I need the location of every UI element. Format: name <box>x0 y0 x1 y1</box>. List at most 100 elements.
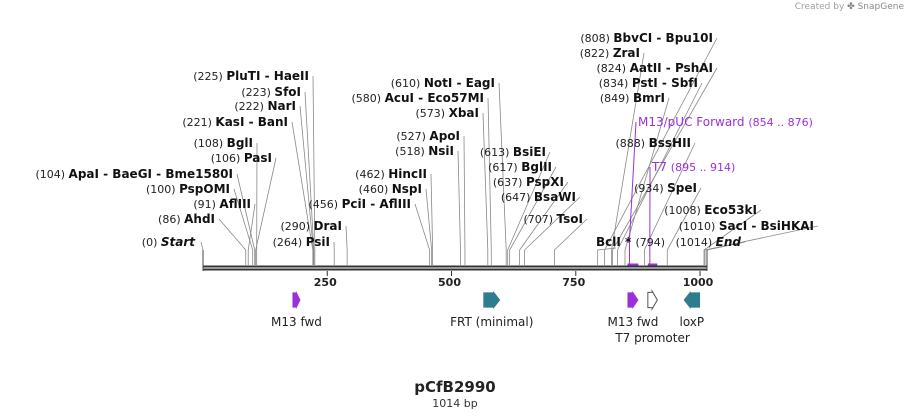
site-position: (822) <box>580 47 613 60</box>
site-leader-line <box>507 151 551 265</box>
restriction-site-label[interactable]: (91) AflIII <box>193 197 251 211</box>
dna-backbone <box>202 250 708 271</box>
restriction-site-label[interactable]: (456) PciI - AflIII <box>309 197 411 211</box>
site-leader-line <box>299 105 314 265</box>
site-leader-line <box>624 97 670 265</box>
site-enzyme-name: BclI <box>596 235 621 249</box>
restriction-site-label[interactable]: (108) BglI <box>194 136 253 150</box>
restriction-site-label[interactable]: (573) XbaI <box>416 106 479 120</box>
site-enzyme-name: AflIII <box>219 197 251 211</box>
restriction-site-label[interactable]: (100) PspOMI <box>146 182 230 196</box>
site-leader-line <box>482 112 489 265</box>
restriction-site-label[interactable]: (225) PluTI - HaeII <box>193 69 309 83</box>
primer-feature-arrow[interactable] <box>292 291 301 309</box>
site-leader-line <box>498 82 507 265</box>
restriction-site-label[interactable]: (223) SfoI <box>241 85 301 99</box>
feature-feature-arrow[interactable] <box>683 291 701 309</box>
restriction-site-label[interactable]: (707) TsoI <box>523 212 583 226</box>
primer-feature-arrow[interactable] <box>627 291 639 309</box>
restriction-site-label[interactable]: (290) DraI <box>280 219 342 233</box>
site-position: (647) <box>501 191 534 204</box>
site-enzyme-name: SpeI <box>667 181 697 195</box>
snapgene-logo-icon: ✤ <box>847 2 855 12</box>
restriction-site-label[interactable]: (610) NotI - EagI <box>391 76 495 90</box>
credit-prefix: Created by <box>794 2 845 12</box>
restriction-site-label[interactable]: (824) AatII - PshAI <box>597 61 714 75</box>
site-leader-line <box>312 75 316 265</box>
primer-leader-line <box>628 121 637 264</box>
restriction-site-label[interactable]: (637) PspXI <box>493 175 564 189</box>
restriction-site-label[interactable]: (527) ApoI <box>396 129 460 143</box>
site-enzyme-name: XbaI <box>449 106 479 120</box>
restriction-site-label[interactable]: (617) BglII <box>488 160 552 174</box>
restriction-site-label[interactable]: (222) NarI <box>234 99 296 113</box>
primer-name: T7 <box>651 160 671 174</box>
promoter-feature-arrow[interactable] <box>647 289 658 311</box>
site-leader-line <box>291 121 314 265</box>
site-leader-line <box>304 91 315 265</box>
restriction-site-label[interactable]: (1008) Eco53kI <box>664 203 757 217</box>
site-enzyme-name: NarI <box>267 99 296 113</box>
site-position: (934) <box>634 182 667 195</box>
site-position: (108) <box>194 137 227 150</box>
restriction-site-label[interactable]: (647) BsaWI <box>501 190 576 204</box>
site-position: (223) <box>241 86 274 99</box>
restriction-site-label[interactable]: (822) ZraI <box>580 46 640 60</box>
site-leader-line <box>519 181 569 265</box>
site-position: (104) <box>35 168 68 181</box>
restriction-site-label[interactable]: (613) BsiEI <box>480 145 546 159</box>
site-enzyme-name: PstI - SbfI <box>632 76 698 90</box>
restriction-site-label[interactable]: (518) NsiI <box>395 144 454 158</box>
site-leader-line <box>345 225 348 265</box>
restriction-site-label[interactable]: (580) AcuI - Eco57MI <box>352 91 484 105</box>
site-enzyme-name: NspI <box>392 182 422 196</box>
restriction-site-label[interactable]: (888) BssHII <box>616 136 691 150</box>
primer-site-label[interactable]: T7 (895 .. 914) <box>651 160 735 174</box>
site-leader-line <box>643 142 696 265</box>
restriction-site-label[interactable]: (1014) End <box>676 235 742 249</box>
feature-feature-arrow[interactable] <box>483 291 501 309</box>
site-enzyme-name: ApoI <box>429 129 460 143</box>
site-enzyme-name: Start <box>161 235 196 249</box>
site-enzyme-name: BglI <box>227 136 253 150</box>
site-enzyme-name: BssHII <box>649 136 691 150</box>
restriction-site-label[interactable]: (849) BmrI <box>600 91 665 105</box>
restriction-site-label[interactable]: (86) AhdI <box>158 212 215 226</box>
site-leader-line <box>704 225 819 265</box>
site-position: (808) <box>580 32 613 45</box>
site-position: (225) <box>193 70 226 83</box>
restriction-site-label[interactable]: (0) Start <box>142 235 196 249</box>
site-enzyme-name: PluTI - HaeII <box>226 69 309 83</box>
site-leader-line <box>703 209 762 265</box>
site-enzyme-name: BbvCI - Bpu10I <box>613 31 713 45</box>
site-leader-line <box>604 37 718 265</box>
site-leader-line <box>612 67 718 265</box>
site-enzyme-name: BglII <box>521 160 552 174</box>
feature-label: FRT (minimal) <box>450 315 533 329</box>
restriction-site-label[interactable]: (934) SpeI <box>634 181 697 195</box>
site-position: (456) <box>309 198 342 211</box>
restriction-site-label[interactable]: (834) PstI - SbfI <box>599 76 698 90</box>
restriction-site-label[interactable]: (221) KasI - BanI <box>182 115 288 129</box>
site-enzyme-name: BmrI <box>633 91 665 105</box>
restriction-site-label[interactable]: (104) ApaI - BaeGI - Bme1580I <box>35 167 233 181</box>
primer-site-label[interactable]: M13/pUC Forward (854 .. 876) <box>638 115 813 129</box>
restriction-site-label[interactable]: (808) BbvCI - Bpu10I <box>580 31 713 45</box>
restriction-site-label[interactable]: (106) PasI <box>211 151 272 165</box>
restriction-site-label[interactable]: (462) HincII <box>355 167 427 181</box>
restriction-site-label[interactable]: (1010) SacI - BsiHKAI <box>679 219 814 233</box>
restriction-site-label[interactable]: BclI * (794) <box>596 235 665 249</box>
site-enzyme-name: End <box>716 235 742 249</box>
restriction-site-label[interactable]: (460) NspI <box>359 182 422 196</box>
site-position: (573) <box>416 107 449 120</box>
restriction-site-label[interactable]: (264) PsiI <box>273 235 330 249</box>
site-position: (1014) <box>676 236 716 249</box>
site-enzyme-name: TsoI <box>557 212 583 226</box>
axis-tick-label: 500 <box>438 276 461 289</box>
site-leader-line <box>463 135 466 265</box>
site-leader-line <box>233 188 254 265</box>
axis-tick-label: 250 <box>314 276 337 289</box>
site-position: (264) <box>273 236 306 249</box>
site-leader-line <box>255 157 277 265</box>
